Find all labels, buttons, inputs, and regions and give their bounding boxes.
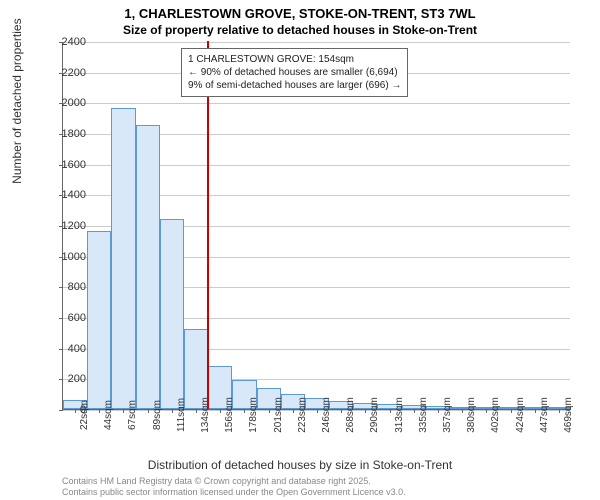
footer-line1: Contains HM Land Registry data © Crown c… xyxy=(62,476,406,487)
y-tick-label: 2400 xyxy=(46,36,86,48)
x-axis-title: Distribution of detached houses by size … xyxy=(0,458,600,472)
title-line1: 1, CHARLESTOWN GROVE, STOKE-ON-TRENT, ST… xyxy=(0,6,600,23)
x-tick-mark xyxy=(99,409,100,413)
y-tick-label: 400 xyxy=(46,343,86,355)
y-tick-label: 1000 xyxy=(46,251,86,263)
x-tick-label: 357sqm xyxy=(442,397,453,433)
x-tick-mark xyxy=(293,409,294,413)
chart-container: 1, CHARLESTOWN GROVE, STOKE-ON-TRENT, ST… xyxy=(0,0,600,500)
footer-line2: Contains public sector information licen… xyxy=(62,487,406,498)
y-tick-label: 1200 xyxy=(46,220,86,232)
histogram-bar xyxy=(111,108,135,409)
x-tick-mark xyxy=(220,409,221,413)
x-tick-label: 335sqm xyxy=(418,397,429,433)
y-tick-label: 200 xyxy=(46,373,86,385)
plot-area: 1 CHARLESTOWN GROVE: 154sqm ← 90% of det… xyxy=(62,42,570,410)
grid-line xyxy=(63,42,570,43)
title-line2: Size of property relative to detached ho… xyxy=(0,23,600,39)
y-tick-label: 1600 xyxy=(46,159,86,171)
y-tick-label: 1400 xyxy=(46,189,86,201)
y-tick-label: 800 xyxy=(46,281,86,293)
annotation-box: 1 CHARLESTOWN GROVE: 154sqm ← 90% of det… xyxy=(181,48,408,97)
x-tick-mark xyxy=(438,409,439,413)
x-tick-mark xyxy=(414,409,415,413)
y-tick-label: 600 xyxy=(46,312,86,324)
x-tick-label: 469sqm xyxy=(563,397,574,433)
x-tick-mark xyxy=(269,409,270,413)
x-tick-mark xyxy=(123,409,124,413)
y-tick-label: 0 xyxy=(46,404,86,416)
x-tick-mark xyxy=(148,409,149,413)
histogram-bar xyxy=(160,219,184,409)
x-tick-mark xyxy=(341,409,342,413)
x-tick-mark xyxy=(172,409,173,413)
x-tick-mark xyxy=(317,409,318,413)
x-tick-mark xyxy=(244,409,245,413)
histogram-bar xyxy=(87,231,111,409)
x-tick-label: 447sqm xyxy=(539,397,550,433)
x-tick-label: 290sqm xyxy=(369,397,380,433)
x-tick-mark xyxy=(559,409,560,413)
x-tick-mark xyxy=(486,409,487,413)
x-tick-label: 313sqm xyxy=(394,397,405,433)
annotation-line2: ← 90% of detached houses are smaller (6,… xyxy=(188,66,401,79)
x-tick-label: 424sqm xyxy=(515,397,526,433)
y-tick-label: 2200 xyxy=(46,67,86,79)
annotation-line1: 1 CHARLESTOWN GROVE: 154sqm xyxy=(188,53,401,66)
histogram-bar xyxy=(136,125,160,409)
y-axis-title: Number of detached properties xyxy=(10,18,24,183)
chart-title: 1, CHARLESTOWN GROVE, STOKE-ON-TRENT, ST… xyxy=(0,0,600,38)
x-tick-mark xyxy=(390,409,391,413)
y-tick-label: 2000 xyxy=(46,97,86,109)
x-tick-mark xyxy=(511,409,512,413)
footer: Contains HM Land Registry data © Crown c… xyxy=(62,476,406,498)
x-tick-mark xyxy=(365,409,366,413)
annotation-line3: 9% of semi-detached houses are larger (6… xyxy=(188,79,401,92)
grid-line xyxy=(63,103,570,104)
y-tick-label: 1800 xyxy=(46,128,86,140)
x-tick-label: 380sqm xyxy=(466,397,477,433)
x-tick-label: 402sqm xyxy=(490,397,501,433)
x-tick-mark xyxy=(535,409,536,413)
x-tick-mark xyxy=(462,409,463,413)
x-tick-mark xyxy=(196,409,197,413)
